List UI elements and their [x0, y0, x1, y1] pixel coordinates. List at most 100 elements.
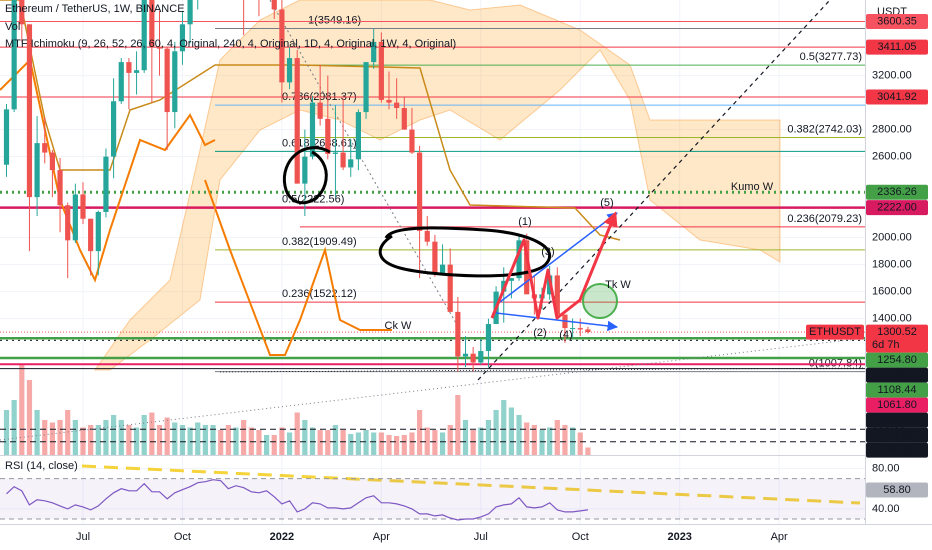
annotation: Tk W: [605, 279, 631, 291]
volume-bar: [164, 417, 170, 455]
candle-body: [95, 211, 101, 252]
candle-body: [462, 353, 469, 357]
candle-body: [470, 353, 476, 363]
candle-body: [126, 62, 132, 73]
wave-path: [490, 211, 618, 320]
rsi-trend-line: [81, 464, 861, 505]
fib-label: 0.236(2079.23): [787, 213, 862, 225]
volume-bar: [103, 420, 109, 455]
volume-bar: [126, 425, 132, 455]
countdown: 6d 7h: [872, 339, 900, 351]
x-tick-label: Apr: [373, 531, 390, 543]
annotation: Ck W: [385, 320, 413, 332]
volume-bar: [133, 427, 140, 455]
candle-body: [57, 170, 63, 206]
candle-body: [103, 156, 109, 212]
candle-body: [156, 47, 163, 49]
candle-body: [524, 240, 530, 295]
volume-bar: [179, 425, 186, 455]
price-label: 58.80: [883, 484, 911, 496]
volume-bar: [26, 380, 33, 455]
candle-body: [141, 0, 147, 71]
ichimoku-cloud: [94, 0, 781, 371]
candle-body: [42, 143, 48, 153]
volume-bar: [455, 395, 461, 455]
candle-body: [164, 48, 170, 113]
candle-body: [340, 152, 346, 168]
rsi-line: [6, 479, 588, 521]
chikou-line: [204, 179, 392, 356]
candle-body: [26, 24, 33, 198]
candle-body: [11, 0, 17, 110]
price-label-box: [866, 184, 928, 200]
volume-bar: [447, 425, 453, 455]
symbol-label: ETHUSDT: [809, 326, 861, 338]
volume-bar: [19, 365, 25, 455]
annotation: (4): [559, 329, 572, 341]
price-label: 1029.90: [877, 414, 917, 426]
volume-bar: [340, 430, 346, 455]
volume-bar: [524, 422, 530, 455]
annotations: (1) (3) (5) (2) (4) Kumo W Tk W Ck W: [385, 181, 774, 341]
volume-bar: [547, 427, 553, 455]
price-label-box: [866, 427, 928, 443]
volume-bar: [585, 447, 591, 455]
candle-body: [149, 0, 155, 48]
annotation: (5): [600, 197, 613, 209]
candle-body: [271, 0, 277, 10]
price-label: 1061.80: [877, 399, 917, 411]
candles: [3, 0, 591, 372]
candle-body: [378, 41, 384, 100]
volume-bar: [72, 420, 78, 455]
volume-bar: [95, 425, 101, 455]
candle-body: [111, 101, 117, 157]
volume-bar: [424, 427, 430, 455]
candle-body: [325, 118, 331, 154]
volume-bar: [317, 430, 323, 455]
candle-body: [432, 241, 438, 275]
candle-body: [355, 112, 361, 160]
volume-bar: [516, 415, 522, 455]
volume-bar: [210, 425, 216, 455]
x-tick-label: Oct: [174, 531, 191, 543]
rsi-pane: [0, 464, 865, 521]
volume-bar: [111, 415, 117, 455]
candle-body: [577, 328, 583, 330]
volume-bar: [417, 410, 423, 455]
candle-body: [424, 230, 430, 242]
candle-body: [187, 0, 193, 25]
candle-body: [439, 264, 446, 275]
candle-body: [88, 218, 94, 252]
candle-body: [302, 156, 308, 184]
volume-bar: [294, 412, 300, 455]
volume-bar: [302, 420, 308, 455]
candle-body: [455, 311, 461, 357]
candle-body: [386, 99, 392, 103]
arrow: [495, 212, 618, 306]
candle-body: [394, 102, 400, 109]
volume-bar: [34, 410, 40, 455]
price-label: 2222.00: [877, 202, 917, 214]
rsi-band: [0, 478, 865, 519]
y-tick-label: 3200.00: [872, 70, 912, 82]
price-label-box: [866, 324, 928, 353]
candle-body: [516, 240, 522, 279]
candle-body: [19, 0, 25, 25]
annotation: (1): [518, 216, 531, 228]
x-tick-label: 2023: [667, 531, 691, 543]
candle-body: [417, 152, 423, 231]
volume-bar: [462, 420, 469, 455]
annotation: Kumo W: [731, 181, 774, 193]
candle-body: [447, 264, 453, 312]
axes: Jul Oct 2022 Apr Jul Oct 2023 Apr 3200.00 2800.00…: [76, 14, 928, 543]
price-label-box: [866, 352, 928, 368]
y-tick-label: 2600.00: [872, 151, 912, 163]
volume-bar: [439, 432, 446, 455]
price-label-box: [866, 367, 928, 383]
candle-body: [554, 275, 560, 315]
volume-bar: [355, 432, 361, 455]
y-tick-label: 1400.00: [872, 313, 912, 325]
volume-bar: [493, 410, 499, 455]
